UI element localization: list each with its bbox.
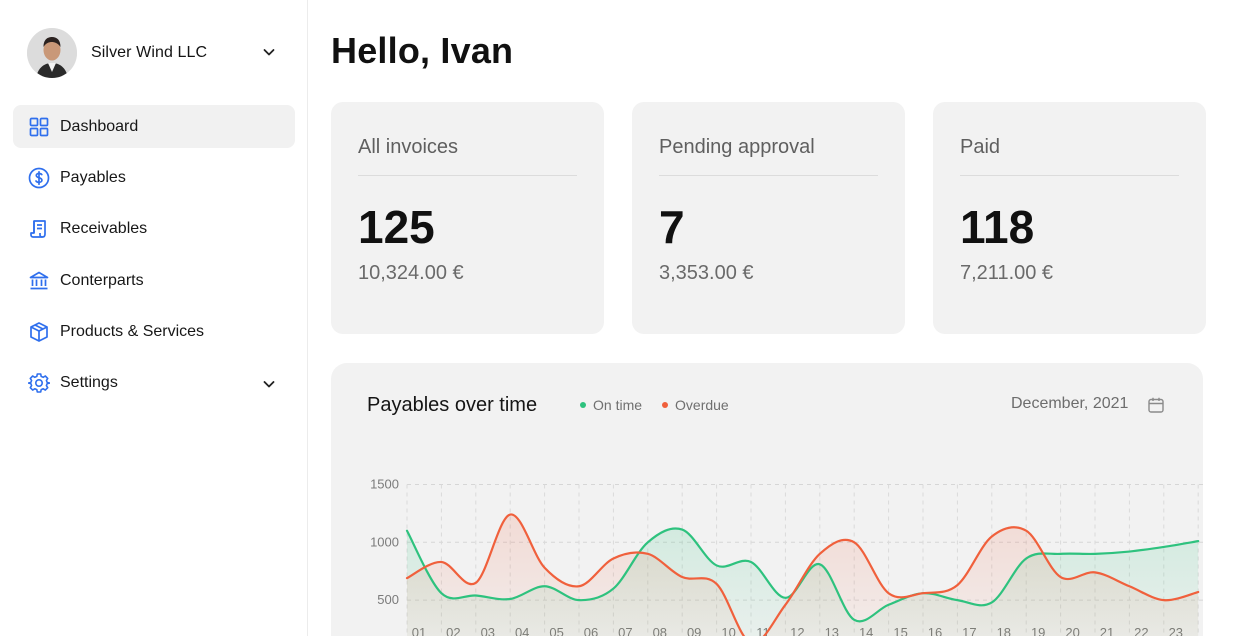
box-icon xyxy=(28,321,50,343)
gear-icon xyxy=(28,372,50,394)
stat-title: All invoices xyxy=(358,136,459,158)
legend-label: On time xyxy=(593,397,643,413)
divider xyxy=(960,175,1179,176)
dollar-circle-icon xyxy=(28,167,50,189)
stat-count: 118 xyxy=(960,201,1035,253)
sidebar-item-products-services[interactable]: Products & Services xyxy=(13,311,295,354)
legend-item-on-time[interactable]: On time xyxy=(580,397,642,413)
sidebar-item-payables[interactable]: Payables xyxy=(13,156,295,199)
stat-title: Pending approval xyxy=(659,136,815,158)
series-line-overdue xyxy=(405,513,1200,636)
legend-dot xyxy=(580,402,586,408)
series-area-overdue xyxy=(407,514,1199,636)
account-name: Silver Wind LLC xyxy=(91,44,208,61)
account-switcher[interactable]: Silver Wind LLC xyxy=(27,27,283,79)
chart-legend: On time Overdue xyxy=(580,397,749,413)
payables-chart: 5001000150001020304050607080910111213141… xyxy=(370,476,1203,636)
chevron-down-icon[interactable] xyxy=(261,376,277,392)
dashboard-grid-icon xyxy=(28,116,50,138)
stat-count: 7 xyxy=(659,201,685,253)
payables-chart-card: 5001000150001020304050607080910111213141… xyxy=(331,363,1203,636)
receipt-icon xyxy=(28,218,50,240)
sidebar-item-label: Dashboard xyxy=(60,117,139,135)
sidebar-item-conterparts[interactable]: Conterparts xyxy=(13,259,295,302)
stat-amount: 3,353.00 € xyxy=(659,262,754,284)
sidebar-item-receivables[interactable]: Receivables xyxy=(13,208,295,251)
legend-item-overdue[interactable]: Overdue xyxy=(662,397,729,413)
stat-card-all-invoices[interactable]: All invoices 125 10,324.00 € xyxy=(331,102,604,334)
y-tick-label: 1500 xyxy=(370,476,399,491)
chevron-down-icon[interactable] xyxy=(261,44,277,60)
sidebar-item-label: Products & Services xyxy=(60,323,205,341)
sidebar-item-settings[interactable]: Settings xyxy=(13,362,295,405)
y-tick-label: 1000 xyxy=(370,534,399,549)
stat-count: 125 xyxy=(358,201,435,253)
bank-icon xyxy=(28,270,50,292)
divider xyxy=(659,175,878,176)
sidebar-item-label: Receivables xyxy=(60,220,148,238)
divider xyxy=(358,175,577,176)
stat-amount: 10,324.00 € xyxy=(358,262,464,284)
sidebar: Silver Wind LLC Dashboard Payables Recei… xyxy=(0,0,308,636)
sidebar-nav: Dashboard Payables Receivables Conterpar… xyxy=(13,105,295,413)
calendar-icon[interactable] xyxy=(1147,396,1165,414)
chart-title: Payables over time xyxy=(367,394,538,416)
sidebar-item-label: Settings xyxy=(60,374,118,392)
page-title: Hello, Ivan xyxy=(331,30,514,71)
stat-amount: 7,211.00 € xyxy=(960,262,1054,284)
chart-period[interactable]: December, 2021 xyxy=(1011,395,1129,412)
stat-card-pending-approval[interactable]: Pending approval 7 3,353.00 € xyxy=(632,102,905,334)
sidebar-item-label: Conterparts xyxy=(60,271,144,289)
stat-title: Paid xyxy=(960,136,1001,158)
stat-card-paid[interactable]: Paid 118 7,211.00 € xyxy=(933,102,1206,334)
legend-label: Overdue xyxy=(675,397,729,413)
sidebar-item-dashboard[interactable]: Dashboard xyxy=(13,105,295,148)
y-tick-label: 500 xyxy=(377,592,399,607)
legend-dot xyxy=(662,402,669,408)
sidebar-item-label: Payables xyxy=(60,168,126,186)
avatar xyxy=(27,28,77,78)
